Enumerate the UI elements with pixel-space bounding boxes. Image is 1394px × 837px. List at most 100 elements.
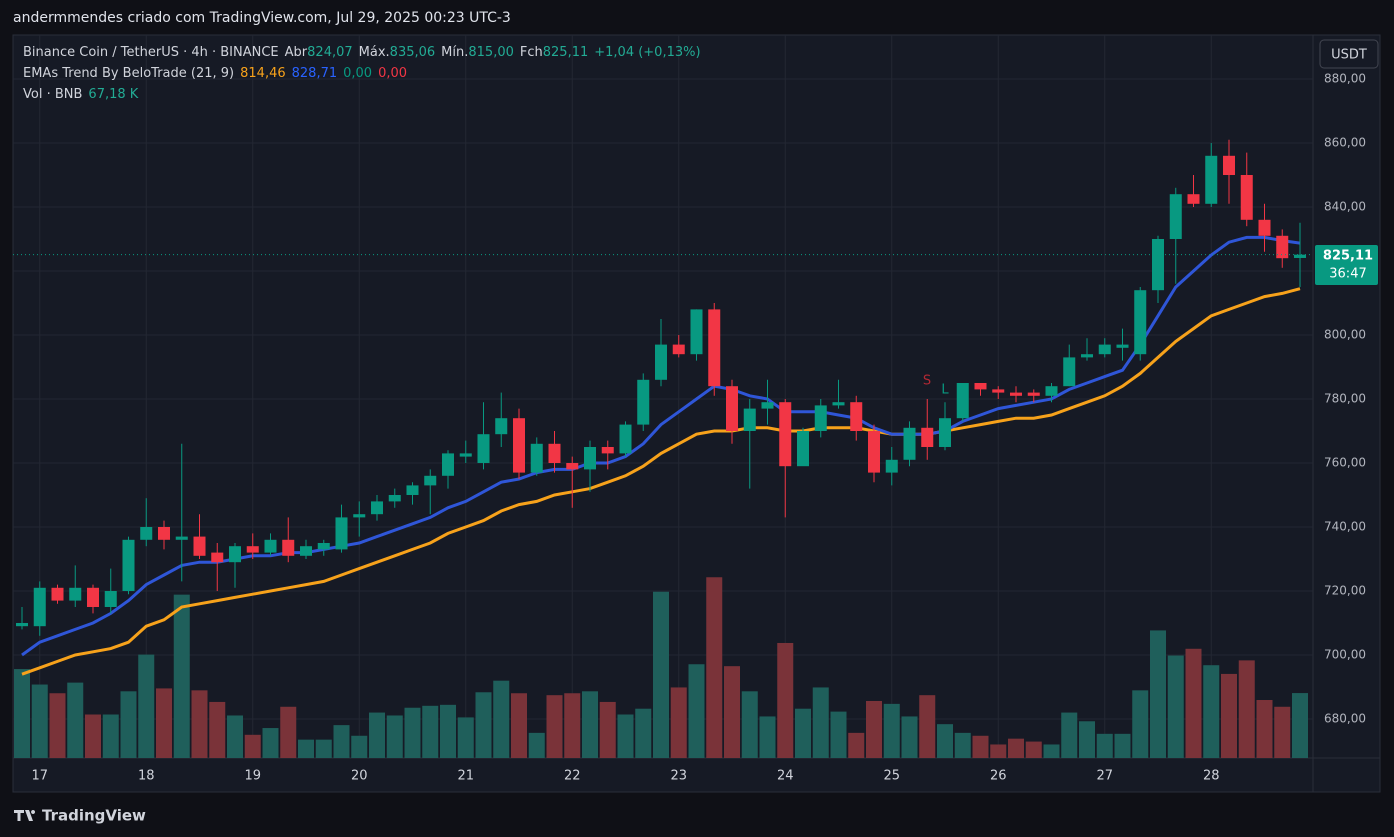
- volume-bar: [1150, 630, 1166, 758]
- volume-bar: [386, 715, 403, 758]
- candle-body: [140, 526, 153, 540]
- volume-bar: [49, 693, 66, 758]
- x-tick-label: 21: [457, 769, 474, 784]
- candle-body: [122, 539, 135, 591]
- candle-body: [459, 453, 472, 457]
- candle-body: [69, 587, 82, 601]
- volume-bar: [937, 724, 953, 758]
- price-label-box: [1315, 245, 1378, 285]
- volume-bar: [546, 695, 563, 758]
- candle-body: [1223, 155, 1235, 175]
- candle-body: [814, 405, 827, 431]
- candle-body: [353, 514, 366, 518]
- volume-bar: [670, 687, 687, 758]
- volume-bar: [67, 682, 84, 758]
- volume-bar: [866, 700, 882, 758]
- volume-bar: [954, 732, 971, 758]
- volume-bar: [528, 732, 545, 758]
- volume-bar: [1132, 690, 1149, 758]
- volume-bar: [617, 714, 634, 758]
- candle-body: [371, 501, 383, 515]
- volume-bar: [1203, 665, 1220, 758]
- x-tick-label: 25: [883, 769, 900, 784]
- volume-bar: [688, 664, 705, 758]
- volume-bar: [919, 695, 936, 758]
- volume-row: Vol · BNB 67,18 K: [23, 87, 144, 102]
- candle-body: [1187, 194, 1200, 204]
- candle-body: [442, 453, 454, 476]
- currency-button[interactable]: [1319, 39, 1379, 69]
- candle-body: [885, 459, 898, 473]
- sell-signal: S: [923, 374, 931, 389]
- candle-body: [619, 424, 632, 454]
- candle-body: [477, 434, 490, 463]
- candle-body: [584, 446, 596, 470]
- volume-bar: [1256, 700, 1273, 758]
- candle-body: [87, 587, 99, 607]
- volume-bar: [1079, 721, 1095, 758]
- candle-body: [992, 389, 1005, 393]
- y-tick-label: 740,00: [1324, 519, 1366, 533]
- x-tick-label: 17: [31, 769, 48, 784]
- y-tick-label: 700,00: [1324, 647, 1366, 661]
- candle-body: [548, 443, 561, 463]
- candle-body: [761, 402, 774, 409]
- volume-bar: [191, 690, 208, 758]
- candle-body: [1276, 235, 1289, 259]
- volume-bar: [351, 735, 368, 758]
- volume-bar: [830, 711, 847, 758]
- ema-line: [21, 287, 1301, 676]
- candle-body: [832, 402, 845, 406]
- x-tick-label: 27: [1096, 769, 1113, 784]
- volume-bar: [156, 688, 172, 758]
- brand-logo: [14, 810, 36, 821]
- candle-body: [282, 539, 295, 556]
- volume-bar: [1185, 648, 1202, 758]
- volume-bar: [511, 693, 527, 758]
- volume-bar: [1221, 673, 1237, 758]
- x-tick-label: 20: [351, 769, 368, 784]
- volume-bar: [777, 642, 794, 758]
- countdown: 36:47: [1329, 267, 1366, 282]
- candle-body: [264, 539, 277, 553]
- candle-body: [726, 386, 738, 431]
- candle-body: [246, 546, 259, 553]
- indicator-row: EMAs Trend By BeloTrade (21, 9) 814,46 828…: [23, 66, 413, 81]
- y-tick-label: 760,00: [1324, 455, 1366, 469]
- candle-body: [1045, 386, 1058, 396]
- candle-body: [566, 462, 579, 470]
- candle-body: [1169, 194, 1182, 239]
- volume-bar: [475, 692, 492, 758]
- high-label: Máx.: [358, 45, 390, 60]
- change: +1,04 (+0,13%): [594, 45, 701, 60]
- candle-body: [388, 494, 401, 502]
- volume-bar: [138, 654, 155, 758]
- candle-body: [175, 536, 188, 540]
- signal-down: 0,00: [378, 66, 408, 81]
- high-value: 835,06: [389, 45, 436, 60]
- candle-body: [335, 517, 348, 550]
- x-tick-label: 26: [990, 769, 1007, 784]
- volume-bar: [457, 717, 474, 758]
- candle-body: [1205, 155, 1218, 204]
- candle-body: [1027, 392, 1040, 396]
- volume-bar: [901, 716, 918, 758]
- signal-up: 0,00: [343, 66, 373, 81]
- candle-body: [158, 526, 170, 540]
- volume-bar: [227, 715, 243, 758]
- candle-body: [956, 382, 969, 419]
- currency: USDT: [1331, 48, 1367, 63]
- volume-bar: [1292, 693, 1308, 758]
- volume-bar: [173, 594, 190, 758]
- candle-body: [229, 546, 241, 563]
- candle-body: [672, 344, 685, 355]
- volume-bar: [244, 734, 261, 758]
- candle-body: [690, 309, 703, 355]
- low-value: 815,00: [468, 45, 514, 60]
- candle-body: [1294, 254, 1306, 258]
- candle-body: [708, 309, 721, 387]
- candle-body: [1063, 357, 1076, 387]
- x-tick-label: 24: [777, 769, 794, 784]
